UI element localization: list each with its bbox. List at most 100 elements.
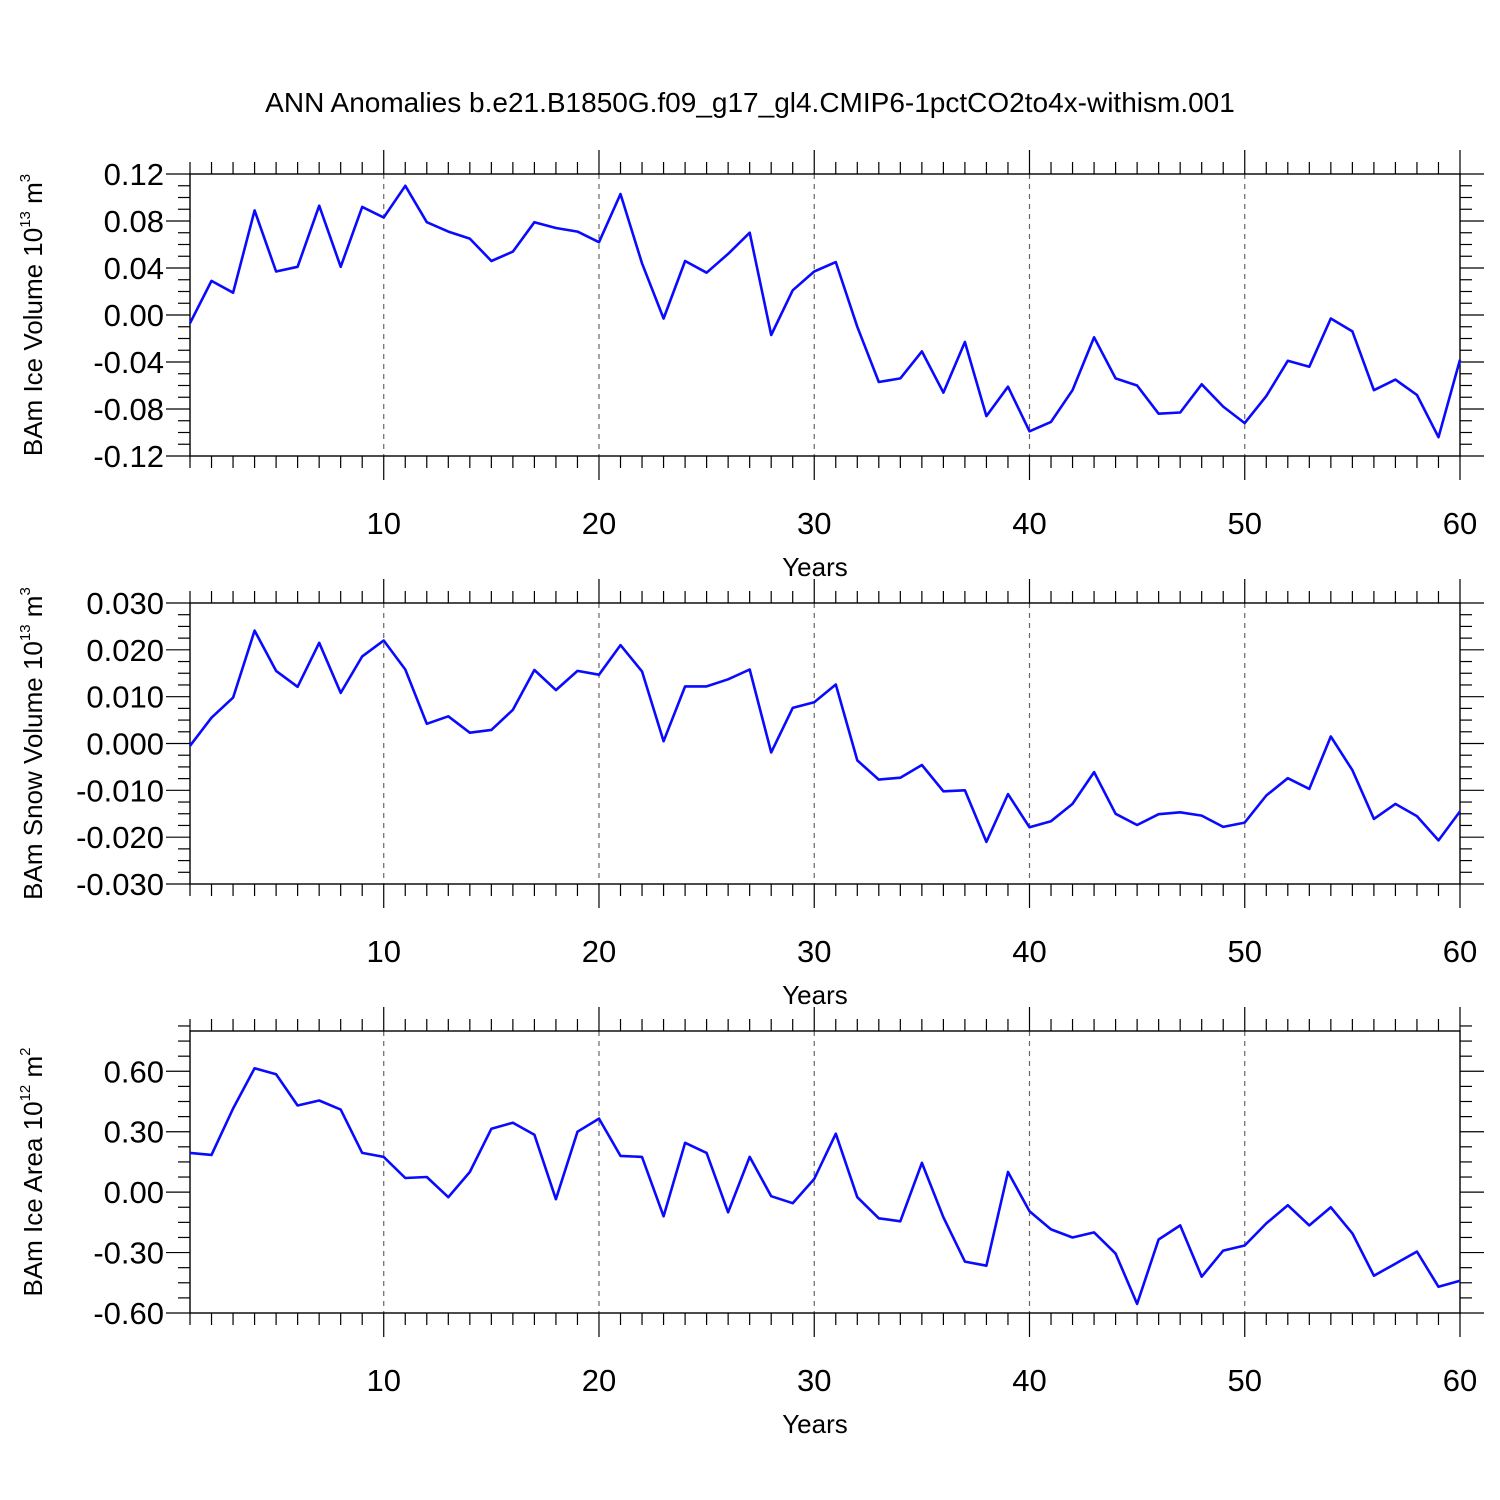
data-point (1459, 810, 1461, 812)
data-point (1330, 1206, 1332, 1208)
data-point (189, 745, 191, 747)
data-point (512, 1121, 514, 1123)
data-point (662, 740, 664, 742)
data-point (490, 729, 492, 731)
data-point (361, 1152, 363, 1154)
data-point (705, 1152, 707, 1154)
data-point (447, 230, 449, 232)
data-point (189, 1152, 191, 1154)
data-point (296, 266, 298, 268)
y-tick-label: 0.00 (104, 298, 164, 333)
data-point (619, 193, 621, 195)
chart-panel-2: -0.030 -0.020 -0.010 0.000 0.010 0.020 0.030 10… (17, 579, 1484, 1010)
data-point (985, 415, 987, 417)
data-point (964, 1260, 966, 1262)
x-tick-label: 50 (1228, 1363, 1262, 1398)
data-point (921, 350, 923, 352)
data-point (1394, 803, 1396, 805)
x-tick-label: 50 (1228, 506, 1262, 541)
data-point (1437, 436, 1439, 438)
data-point (1373, 389, 1375, 391)
data-point (1114, 377, 1116, 379)
data-point (1222, 1249, 1224, 1251)
y-tick-label: -0.30 (93, 1236, 164, 1271)
data-point (533, 1134, 535, 1136)
data-point (512, 709, 514, 711)
y-tick-label: -0.12 (93, 439, 164, 474)
data-point (383, 1156, 385, 1158)
data-point (533, 221, 535, 223)
data-point (856, 759, 858, 761)
y-tick-label: 0.08 (104, 204, 164, 239)
data-point (361, 655, 363, 657)
data-point (1351, 330, 1353, 332)
data-point (1007, 385, 1009, 387)
data-point (512, 250, 514, 252)
data-point (210, 280, 212, 282)
data-point (404, 185, 406, 187)
data-point (1136, 824, 1138, 826)
data-point (748, 232, 750, 234)
data-point (964, 341, 966, 343)
data-point (921, 1162, 923, 1164)
data-point (985, 841, 987, 843)
y-tick-label: 0.010 (86, 680, 164, 715)
data-point (555, 227, 557, 229)
y-tick-label: -0.60 (93, 1296, 164, 1331)
plot-frame (189, 173, 1461, 457)
data-point (1373, 818, 1375, 820)
data-point (1265, 395, 1267, 397)
data-point (1093, 336, 1095, 338)
x-tick-label: 40 (1012, 506, 1046, 541)
data-point (662, 317, 664, 319)
x-tick-label: 10 (366, 506, 400, 541)
data-point (598, 241, 600, 243)
data-point (1373, 1275, 1375, 1277)
data-point (856, 1196, 858, 1198)
data-point (469, 732, 471, 734)
data-point (1071, 389, 1073, 391)
data-point (469, 237, 471, 239)
data-point (1071, 1236, 1073, 1238)
data-point (1114, 1252, 1116, 1254)
data-point (684, 685, 686, 687)
data-point (748, 1156, 750, 1158)
data-point (1050, 1228, 1052, 1230)
data-point (1179, 811, 1181, 813)
data-point (404, 1177, 406, 1179)
data-point (533, 669, 535, 671)
data-point (792, 289, 794, 291)
data-point (1222, 405, 1224, 407)
data-point (1437, 839, 1439, 841)
x-tick-label: 30 (797, 934, 831, 969)
data-point (921, 764, 923, 766)
data-point (1136, 1303, 1138, 1305)
data-point (619, 644, 621, 646)
x-tick-label: 10 (366, 1363, 400, 1398)
data-point (1351, 769, 1353, 771)
data-point (813, 270, 815, 272)
data-point (1093, 1231, 1095, 1233)
data-point (899, 1220, 901, 1222)
x-tick-label: 20 (582, 1363, 616, 1398)
data-point (1244, 422, 1246, 424)
y-axis-label: BAm Ice Volume 1013 m3 (17, 174, 48, 456)
x-axis-label: Years (782, 980, 848, 1010)
y-tick-label: -0.020 (76, 820, 164, 855)
data-point (1028, 1210, 1030, 1212)
data-point (684, 260, 686, 262)
y-tick-label: 0.04 (104, 251, 164, 286)
chart-panel-3: -0.60 -0.30 0.00 0.30 0.60 10 20 30 40 50 60 Years B… (17, 1007, 1484, 1439)
data-point (878, 1217, 880, 1219)
data-point (641, 1156, 643, 1158)
plot-frame (189, 602, 1461, 885)
y-axis-label: BAm Ice Area 1012 m2 (17, 1047, 48, 1296)
series-line (189, 1067, 1461, 1306)
data-point (490, 260, 492, 262)
data-point (1265, 794, 1267, 796)
y-tick-label: 0.000 (86, 727, 164, 762)
data-point (253, 209, 255, 211)
data-point (1007, 793, 1009, 795)
data-point (641, 262, 643, 264)
